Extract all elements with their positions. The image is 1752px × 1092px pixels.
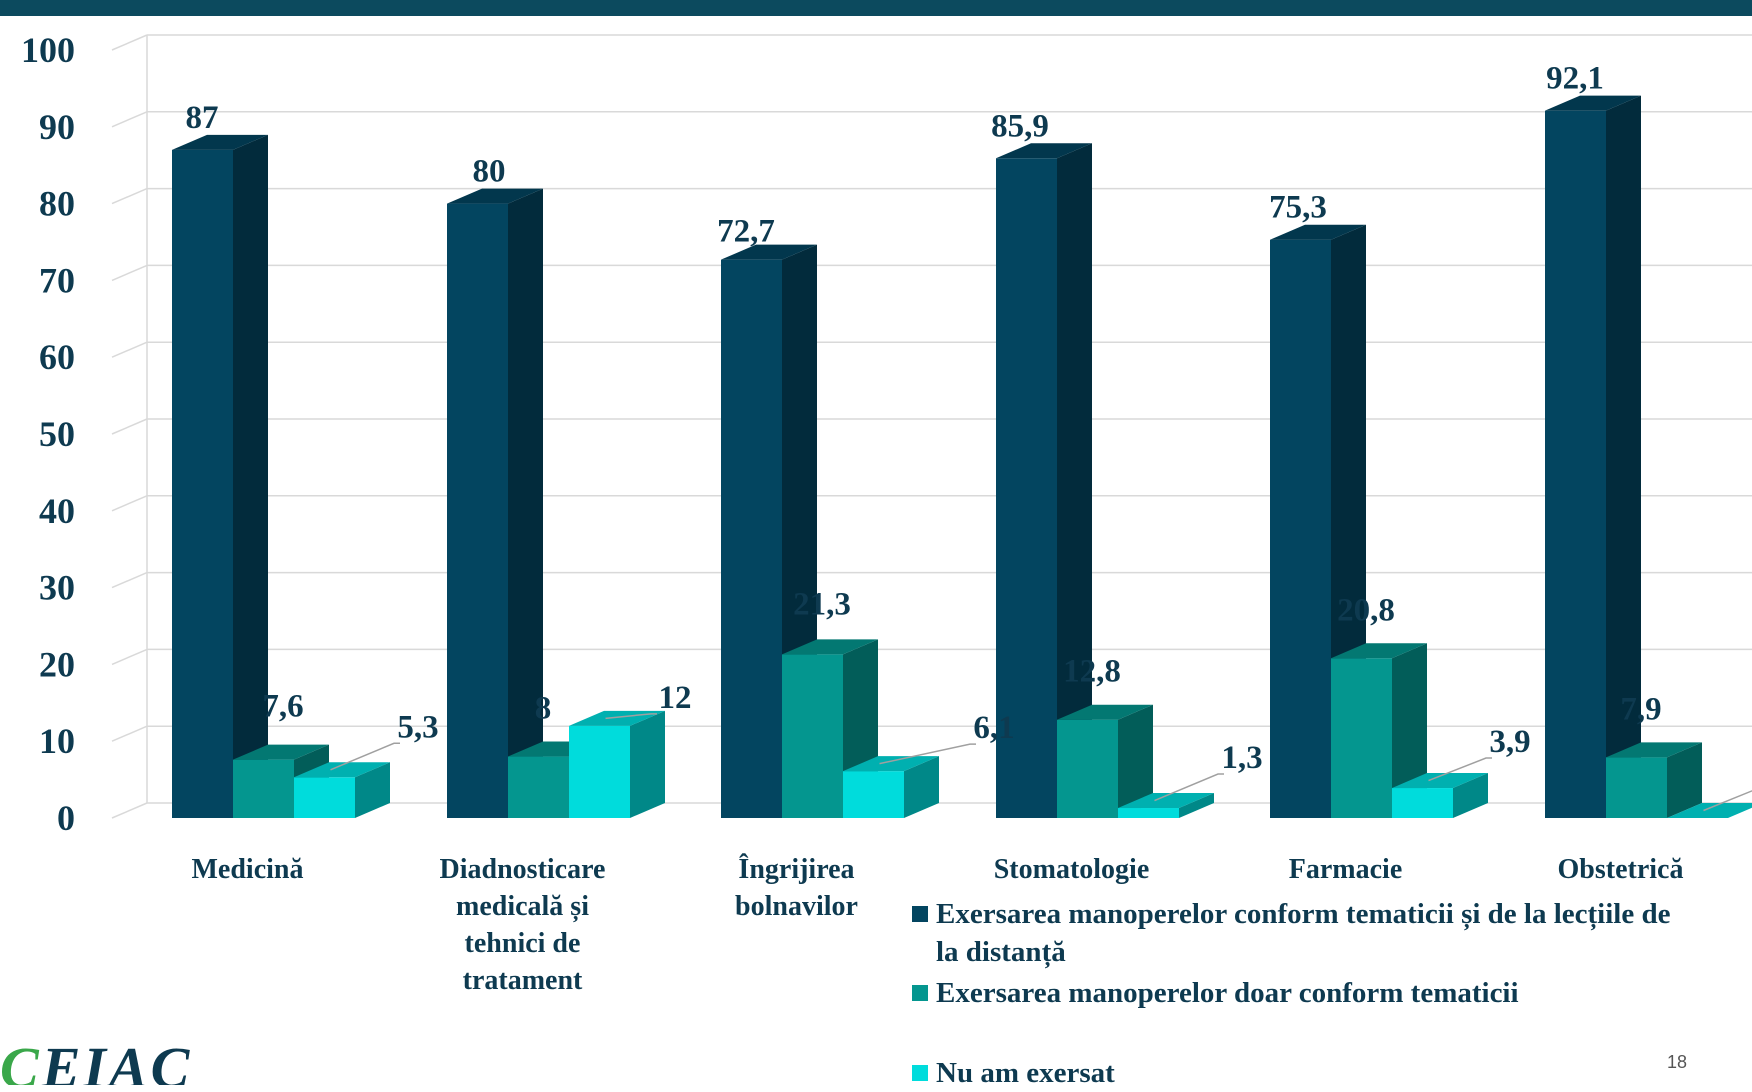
data-label-3-2: 12 bbox=[659, 680, 692, 716]
gridline-side-70 bbox=[112, 265, 147, 280]
gridline-side-60 bbox=[112, 342, 147, 357]
legend-label-series-3: Nu am exersat bbox=[936, 1054, 1115, 1092]
category-label-5-line-1: Farmacie bbox=[1289, 854, 1403, 885]
category-label-1-line-1: Medicină bbox=[192, 854, 304, 885]
legend-label-series-1-line2: la distanță bbox=[936, 936, 1066, 968]
category-label-3-line-2: bolnavilor bbox=[735, 891, 858, 922]
bar-2-5 bbox=[1331, 658, 1392, 818]
gridline-side-30 bbox=[112, 573, 147, 588]
data-label-2-6: 7,9 bbox=[1620, 691, 1661, 727]
legend-swatch-series-1 bbox=[912, 906, 928, 922]
y-tick-label-20: 20 bbox=[39, 644, 75, 684]
legend-swatch-series-3 bbox=[912, 1065, 928, 1081]
category-label-2-line-2: medicală și bbox=[456, 891, 589, 922]
data-label-2-2: 8 bbox=[535, 691, 552, 727]
data-label-3-5: 3,9 bbox=[1489, 724, 1530, 760]
legend-swatch-series-2 bbox=[912, 985, 928, 1001]
bar-2-3 bbox=[782, 654, 843, 818]
y-tick-label-10: 10 bbox=[39, 721, 75, 761]
bar-1-2 bbox=[447, 204, 508, 818]
gridline-side-40 bbox=[112, 496, 147, 511]
bar-3-2 bbox=[569, 726, 630, 818]
y-tick-label-60: 60 bbox=[39, 337, 75, 377]
y-tick-label-80: 80 bbox=[39, 184, 75, 224]
data-label-1-3: 72,7 bbox=[717, 214, 775, 250]
data-label-1-2: 80 bbox=[473, 154, 506, 190]
category-label-6-line-1: Obstetrică bbox=[1558, 854, 1684, 885]
data-label-3-3: 6,1 bbox=[973, 710, 1014, 746]
category-label-4-line-1: Stomatologie bbox=[994, 854, 1150, 885]
data-label-3-1: 5,3 bbox=[397, 709, 438, 745]
data-label-2-1: 7,6 bbox=[262, 689, 303, 725]
y-tick-label-40: 40 bbox=[39, 491, 75, 531]
bar-2-4 bbox=[1057, 720, 1118, 818]
bar-side-3-2 bbox=[630, 711, 665, 818]
legend-label-series-1-line1: Exersarea manoperelor conform tematicii … bbox=[936, 898, 1670, 930]
bar-3-5 bbox=[1392, 788, 1453, 818]
data-label-1-6: 92,1 bbox=[1546, 61, 1604, 97]
bar-1-5 bbox=[1270, 240, 1331, 818]
data-label-2-5: 20,8 bbox=[1337, 592, 1395, 628]
category-label-2-line-1: Diadnosticare bbox=[440, 854, 606, 885]
ceiac-logo: CEIAC bbox=[0, 1040, 240, 1085]
gridline-side-50 bbox=[112, 419, 147, 434]
legend-label-series-2: Exersarea manoperelor doar conform temat… bbox=[936, 974, 1519, 1012]
bar-2-2 bbox=[508, 757, 569, 818]
gridline-side-0 bbox=[112, 803, 147, 818]
bar-2-6 bbox=[1606, 757, 1667, 818]
gridline-side-10 bbox=[112, 726, 147, 741]
y-tick-label-30: 30 bbox=[39, 568, 75, 608]
data-label-1-1: 87 bbox=[186, 100, 219, 136]
y-tick-label-70: 70 bbox=[39, 260, 75, 300]
gridline-side-80 bbox=[112, 189, 147, 204]
data-label-2-4: 12,8 bbox=[1063, 654, 1121, 690]
bar-3-4 bbox=[1118, 808, 1179, 818]
page-number: 18 bbox=[1667, 1052, 1687, 1073]
gridline-side-20 bbox=[112, 649, 147, 664]
data-label-1-5: 75,3 bbox=[1269, 190, 1327, 226]
category-label-2-line-3: tehnici de bbox=[465, 928, 581, 959]
data-label-2-3: 21,3 bbox=[793, 586, 851, 622]
y-tick-label-50: 50 bbox=[39, 414, 75, 454]
bar-1-1 bbox=[172, 150, 233, 818]
bar-3-1 bbox=[294, 777, 355, 818]
y-tick-label-90: 90 bbox=[39, 107, 75, 147]
bar-3-3 bbox=[843, 771, 904, 818]
data-label-3-4: 1,3 bbox=[1221, 740, 1262, 776]
bar-1-3 bbox=[721, 260, 782, 818]
category-label-2-line-4: tratament bbox=[463, 965, 583, 996]
y-tick-label-100: 100 bbox=[21, 30, 75, 70]
gridline-side-90 bbox=[112, 112, 147, 127]
legend-item-series-2: Exersarea manoperelor doar conform temat… bbox=[912, 974, 1752, 1012]
data-label-1-4: 85,9 bbox=[991, 108, 1049, 144]
y-tick-label-0: 0 bbox=[57, 798, 75, 838]
legend-item-series-1: Exersarea manoperelor conform tematicii … bbox=[912, 895, 1752, 971]
bar-chart: 0 10 20 30 40 50 60 70 80 90 100 87 80 72,7 85,9 75,3 92… bbox=[0, 0, 1752, 1040]
legend-item-series-3: Nu am exersat bbox=[912, 1054, 1752, 1092]
bar-1-6 bbox=[1545, 111, 1606, 818]
category-label-3-line-1: Îngrijirea bbox=[738, 854, 854, 885]
bar-2-1 bbox=[233, 760, 294, 818]
gridline-side-100 bbox=[112, 35, 147, 50]
